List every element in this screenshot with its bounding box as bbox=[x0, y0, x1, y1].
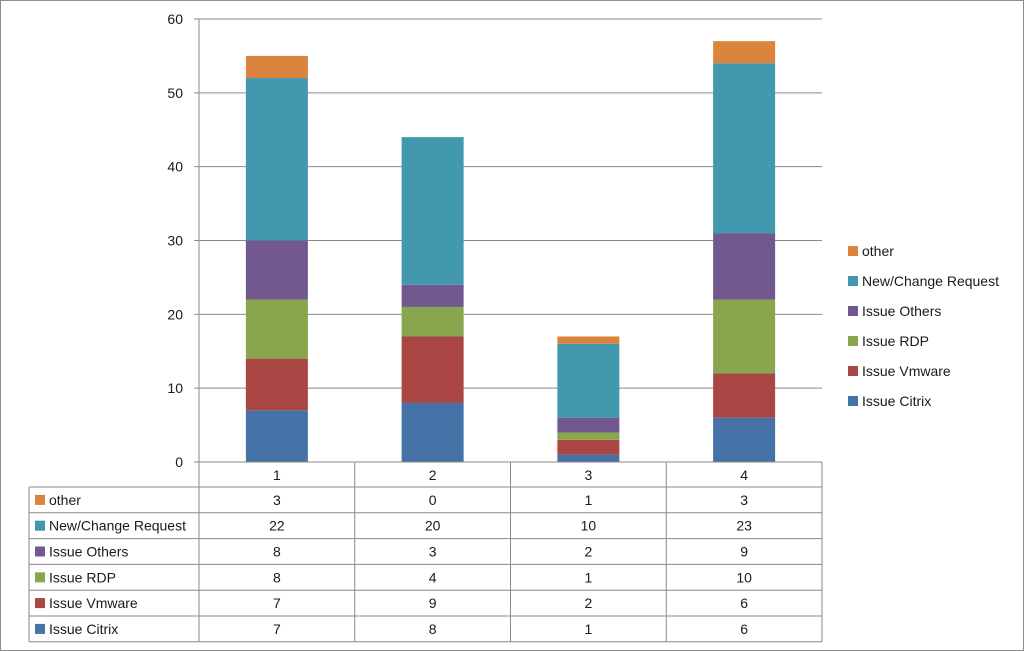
category-label: 4 bbox=[740, 467, 748, 483]
bar-segment bbox=[245, 358, 308, 411]
row-label: Issue Citrix bbox=[49, 621, 118, 637]
category-label: 2 bbox=[429, 467, 437, 483]
bar-segment bbox=[557, 336, 620, 344]
table-cell-value: 7 bbox=[273, 595, 281, 611]
legend-key bbox=[848, 306, 858, 316]
table-cell-value: 6 bbox=[740, 621, 748, 637]
bar-segment bbox=[713, 417, 776, 462]
row-label: Issue Others bbox=[49, 544, 128, 560]
bar-segment bbox=[557, 454, 620, 462]
bar-segment bbox=[401, 284, 464, 307]
table-cell-value: 8 bbox=[429, 621, 437, 637]
bars bbox=[245, 41, 776, 462]
y-tick-label: 30 bbox=[167, 233, 183, 249]
bar-segment bbox=[245, 78, 308, 241]
bar-segment bbox=[245, 240, 308, 300]
bar-segment bbox=[401, 137, 464, 285]
table-cell-value: 1 bbox=[584, 492, 592, 508]
y-tick-label: 0 bbox=[175, 454, 183, 470]
table-cell-value: 10 bbox=[581, 518, 597, 534]
row-legend-key bbox=[35, 598, 45, 609]
bar-segment bbox=[713, 373, 776, 418]
legend-label: Issue Citrix bbox=[862, 393, 931, 409]
bar-segment bbox=[401, 306, 464, 337]
bar-segment bbox=[557, 343, 620, 418]
legend-label: New/Change Request bbox=[862, 273, 999, 289]
bar-segment bbox=[557, 439, 620, 455]
bar-segment bbox=[245, 410, 308, 462]
table-cell-value: 3 bbox=[740, 492, 748, 508]
legend-key bbox=[848, 396, 858, 406]
table-cell-value: 2 bbox=[584, 544, 592, 560]
legend-key bbox=[848, 276, 858, 286]
table-cell-value: 1 bbox=[584, 569, 592, 585]
row-legend-key bbox=[35, 494, 45, 505]
table-cell-value: 7 bbox=[273, 621, 281, 637]
bar-segment bbox=[401, 336, 464, 403]
category-label: 1 bbox=[273, 467, 281, 483]
bar-segment bbox=[713, 233, 776, 300]
table-cell-value: 3 bbox=[429, 544, 437, 560]
legend-key bbox=[848, 246, 858, 256]
legend-label: Issue Others bbox=[862, 303, 941, 319]
legend-label: Issue Vmware bbox=[862, 363, 951, 379]
table-cell-value: 2 bbox=[584, 595, 592, 611]
row-label: New/Change Request bbox=[49, 518, 186, 534]
y-tick-label: 60 bbox=[167, 11, 183, 27]
table-cell-value: 20 bbox=[425, 518, 441, 534]
y-tick-label: 20 bbox=[167, 306, 183, 322]
bar-segment bbox=[713, 41, 776, 64]
table-cell-value: 8 bbox=[273, 544, 281, 560]
legend-label: Issue RDP bbox=[862, 333, 929, 349]
bar-segment bbox=[557, 432, 620, 440]
table-cell-value: 1 bbox=[584, 621, 592, 637]
y-tick-label: 40 bbox=[167, 159, 183, 175]
bar-segment bbox=[245, 55, 308, 79]
row-label: Issue RDP bbox=[49, 569, 116, 585]
legend-key bbox=[848, 366, 858, 376]
table-cell-value: 0 bbox=[429, 492, 437, 508]
row-legend-key bbox=[35, 546, 45, 557]
table-cell-value: 23 bbox=[736, 518, 752, 534]
legend-key bbox=[848, 336, 858, 346]
bar-segment bbox=[245, 299, 308, 359]
bar-segment bbox=[713, 299, 776, 374]
category-label: 3 bbox=[584, 467, 592, 483]
bar-segment bbox=[557, 417, 620, 433]
legend: other New/Change Request Issue Others Issue… bbox=[848, 243, 999, 409]
row-label: Issue Vmware bbox=[49, 595, 138, 611]
table-cell-value: 9 bbox=[429, 595, 437, 611]
table-cell-value: 6 bbox=[740, 595, 748, 611]
bar-segment bbox=[401, 402, 464, 462]
row-legend-key bbox=[35, 623, 45, 634]
y-tick-label: 50 bbox=[167, 85, 183, 101]
y-axis: 0 10 20 30 40 50 60 bbox=[167, 11, 200, 470]
row-label: other bbox=[49, 492, 81, 508]
bar-segment bbox=[713, 63, 776, 234]
y-tick-label: 10 bbox=[167, 380, 183, 396]
table-cell-value: 22 bbox=[269, 518, 285, 534]
row-legend-key bbox=[35, 572, 45, 583]
table-cell-value: 9 bbox=[740, 544, 748, 560]
table-cell-value: 8 bbox=[273, 569, 281, 585]
table-cell-value: 3 bbox=[273, 492, 281, 508]
table-cell-value: 10 bbox=[736, 569, 752, 585]
row-legend-key bbox=[35, 520, 45, 531]
legend-label: other bbox=[862, 243, 894, 259]
table-cell-value: 4 bbox=[429, 569, 437, 585]
